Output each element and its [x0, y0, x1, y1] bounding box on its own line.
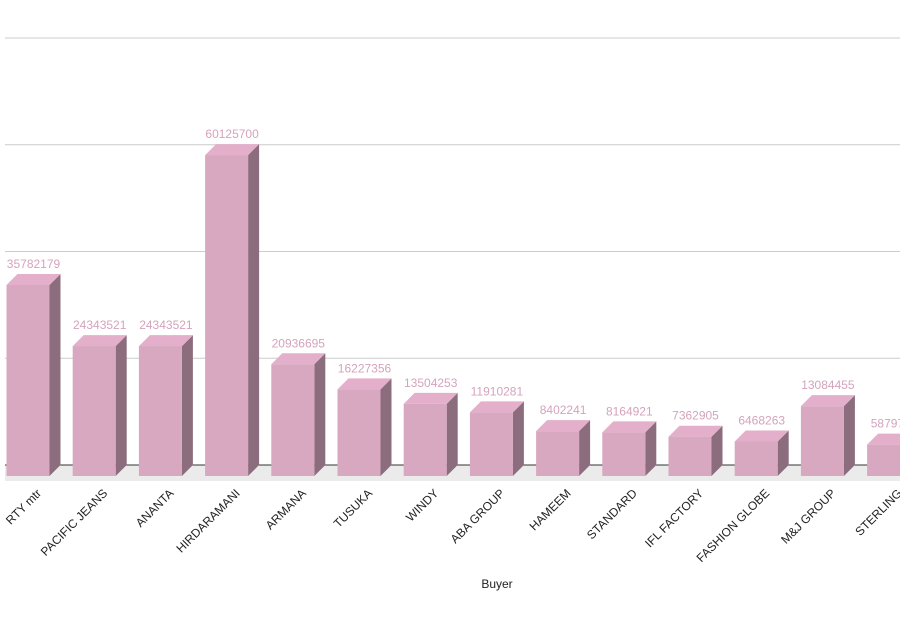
- x-tick-label: M&J GROUP: [778, 486, 838, 546]
- bar-side: [380, 378, 392, 476]
- value-label: 6468263: [738, 413, 785, 427]
- bar-side: [843, 395, 855, 476]
- x-tick-label: WINDY: [403, 486, 441, 524]
- bar-side: [777, 430, 789, 476]
- bar-side: [181, 335, 193, 476]
- bar: [6, 285, 50, 476]
- value-label: 8402241: [540, 403, 587, 417]
- bar: [668, 436, 712, 476]
- bar-side: [115, 335, 127, 476]
- bar-top: [734, 430, 789, 442]
- value-label: 5879700: [871, 417, 900, 431]
- bar: [271, 364, 315, 476]
- value-label: 60125700: [205, 127, 259, 141]
- bar-top: [6, 274, 61, 286]
- value-label: 16227356: [338, 361, 392, 375]
- bar: [72, 346, 116, 476]
- x-tick-label: ARMANA: [263, 486, 309, 532]
- x-tick-label: STERLING: [852, 486, 900, 538]
- value-label: 7362905: [672, 409, 719, 423]
- bar: [734, 441, 778, 476]
- bar: [138, 346, 182, 476]
- bar: [602, 432, 646, 476]
- bar-top: [602, 421, 657, 433]
- bar: [403, 403, 447, 476]
- x-tick-label: RTY mtr: [3, 486, 44, 527]
- x-tick-label: ABA GROUP: [448, 486, 508, 546]
- bar-side: [314, 353, 326, 476]
- bar-side: [512, 401, 524, 476]
- bar-top: [72, 335, 127, 347]
- x-tick-label: ANANTA: [133, 486, 177, 530]
- bar-top: [403, 392, 458, 404]
- value-label: 13504253: [404, 376, 458, 390]
- value-label: 8164921: [606, 404, 653, 418]
- bar-side: [49, 274, 61, 476]
- bar: [800, 406, 844, 476]
- bar: [205, 155, 249, 476]
- bar-top: [271, 353, 326, 365]
- value-label: 13084455: [801, 378, 855, 392]
- bar-side: [446, 392, 458, 476]
- x-tick-label: PACIFIC JEANS: [38, 486, 110, 558]
- bar-top: [668, 425, 723, 437]
- value-label: 24343521: [73, 318, 127, 332]
- bar-side: [248, 144, 260, 476]
- x-tick-label: HIRDARAMANI: [173, 486, 242, 555]
- x-axis-title: Buyer: [481, 577, 512, 591]
- x-tick-label: FASHION GLOBE: [694, 486, 773, 565]
- value-label: 20936695: [272, 336, 326, 350]
- value-label: 11910281: [471, 384, 524, 398]
- bar-top: [337, 378, 392, 390]
- x-tick-label: TUSUKA: [331, 486, 375, 530]
- bar-side: [645, 421, 657, 476]
- bar-top: [205, 144, 260, 156]
- bar-top: [469, 401, 524, 413]
- x-tick-label: HAMEEM: [527, 486, 574, 533]
- x-tick-label: IFL FACTORY: [642, 486, 706, 550]
- value-label: 35782179: [7, 257, 61, 271]
- bar: [867, 444, 900, 476]
- bar-side: [579, 420, 591, 476]
- bar: [469, 412, 513, 476]
- bar-top: [867, 433, 900, 445]
- value-label: 24343521: [139, 318, 193, 332]
- bar-side: [711, 425, 723, 476]
- bar: [536, 431, 580, 476]
- bar: [337, 389, 381, 476]
- x-tick-label: STANDARD: [584, 486, 640, 542]
- bar-top: [138, 335, 193, 347]
- bar-top: [800, 395, 855, 407]
- bar-top: [536, 420, 591, 432]
